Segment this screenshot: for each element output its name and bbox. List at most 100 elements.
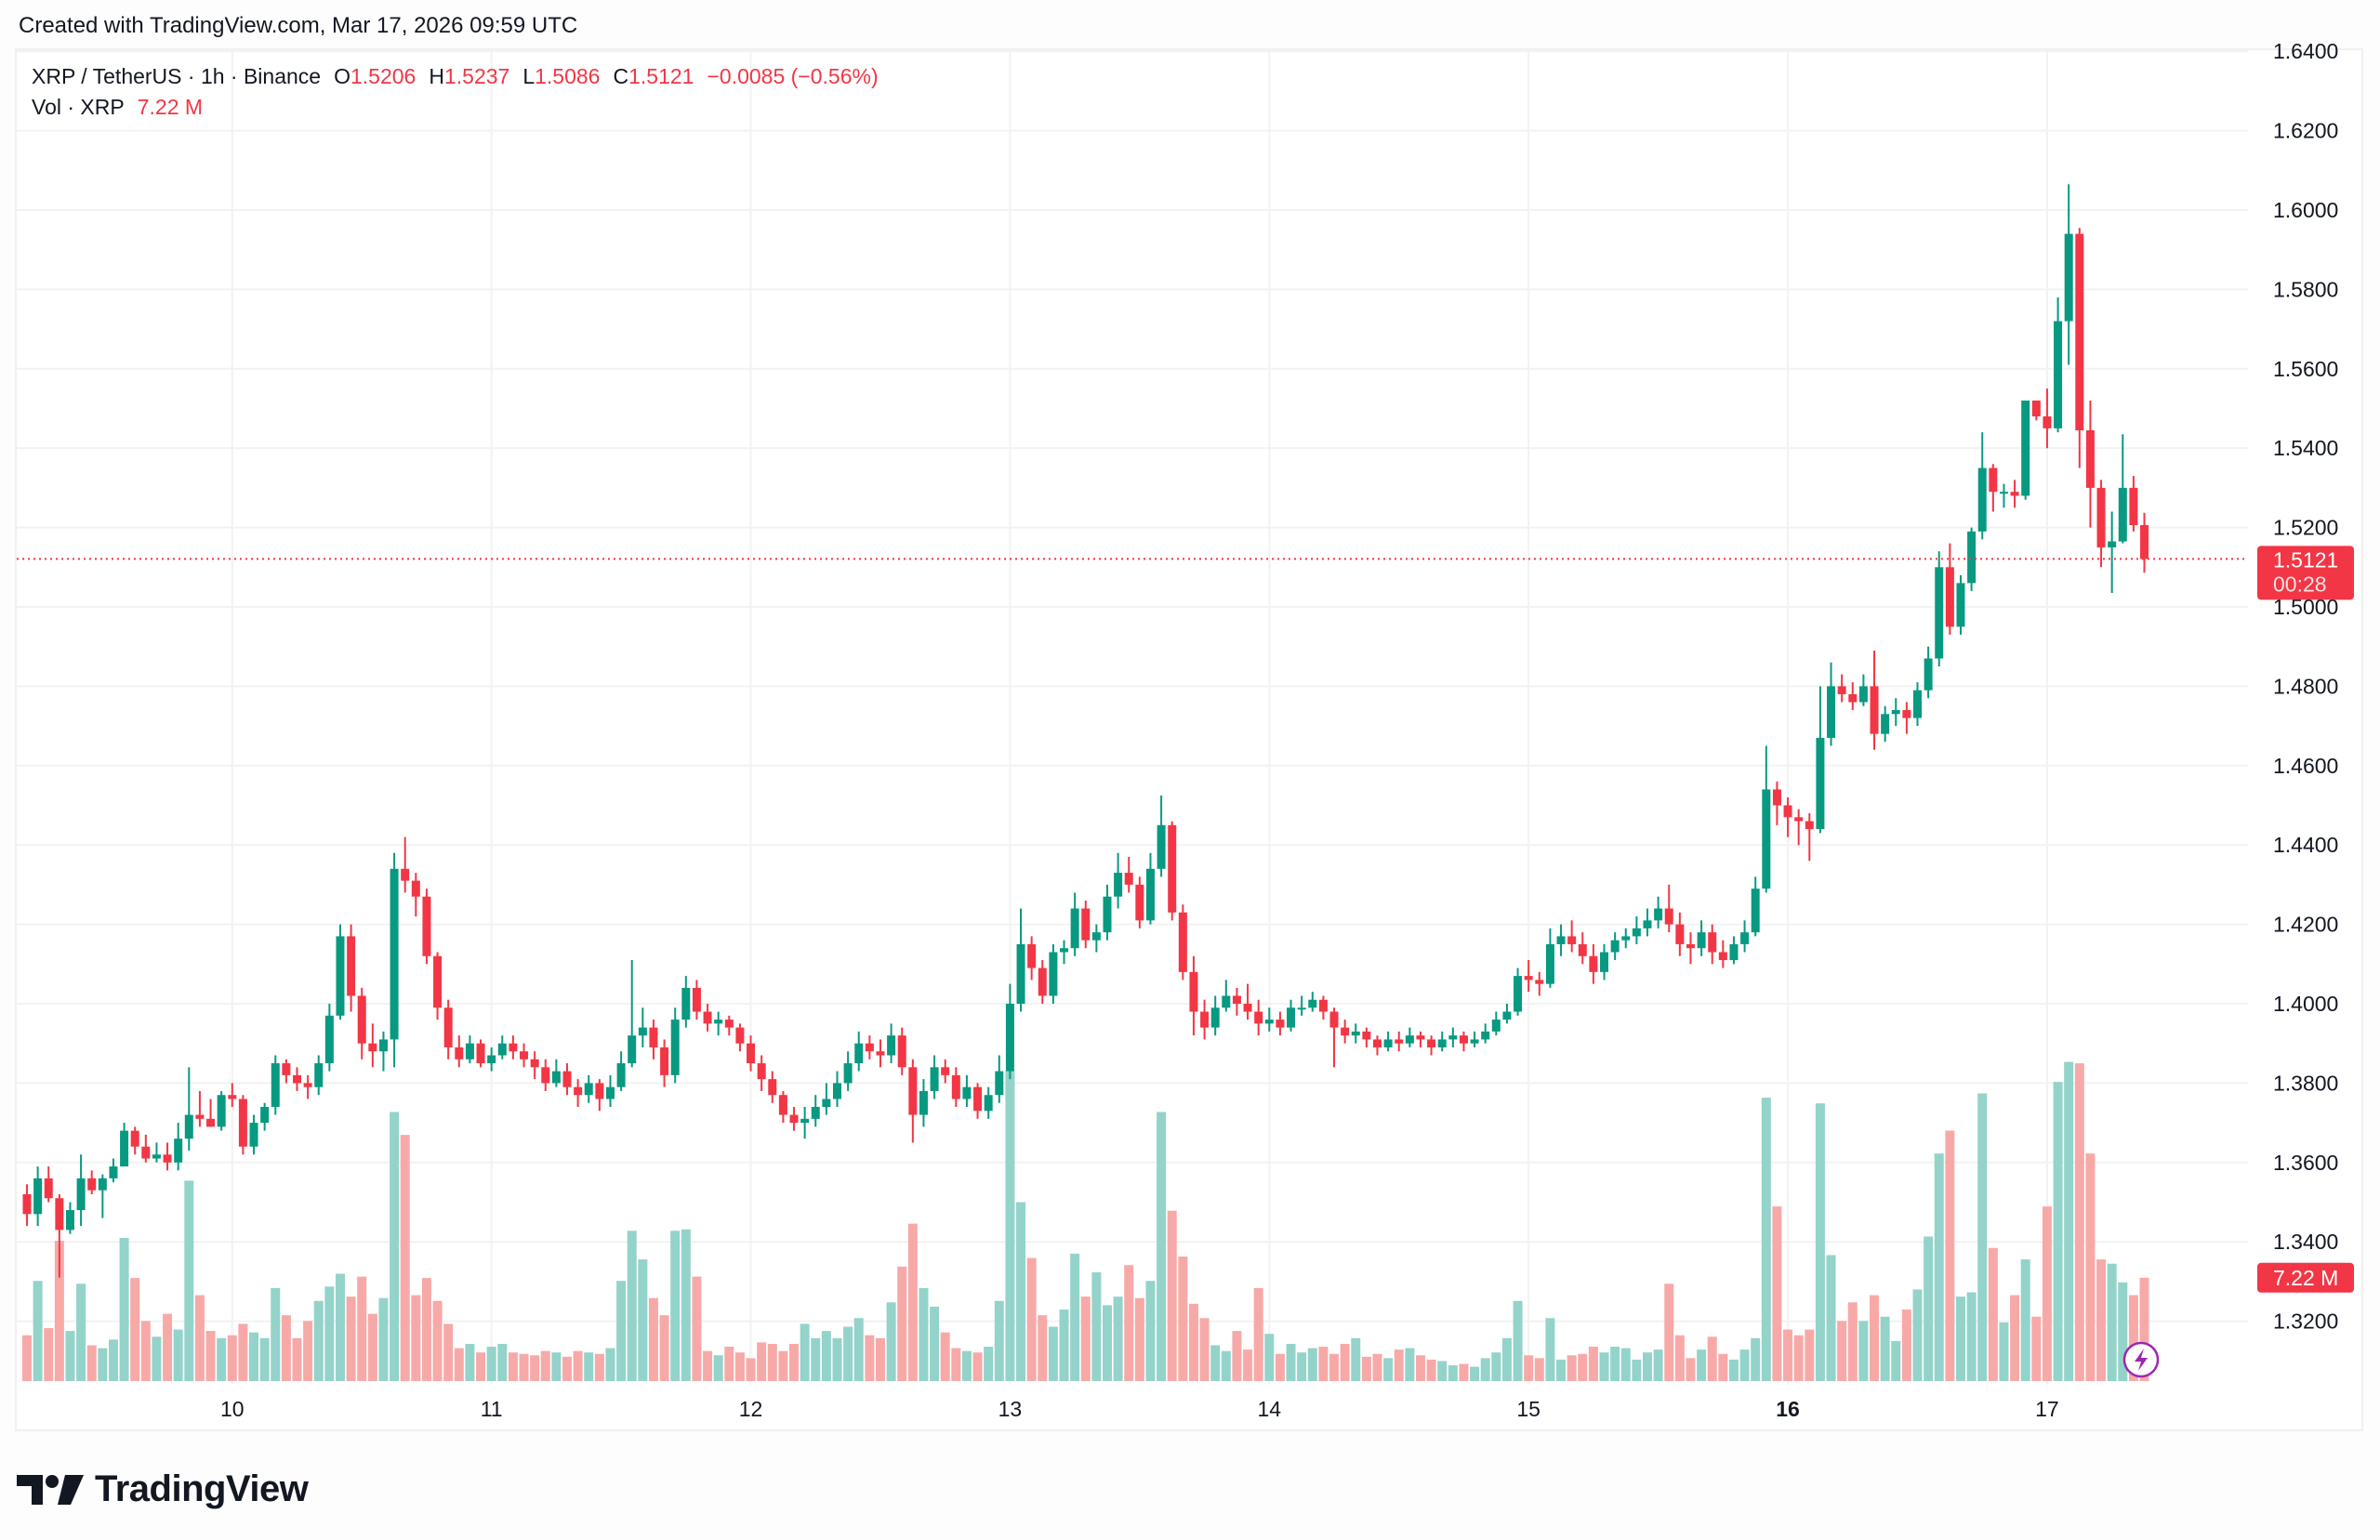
candle-body [1287,1007,1296,1028]
volume-bar [1318,1347,1329,1381]
candle [1135,876,1144,928]
candle-body [238,1099,247,1147]
volume-bar [2020,1259,2030,1381]
volume-bar [2074,1063,2084,1381]
volume-bar [497,1343,508,1381]
candle [1762,745,1771,893]
candle [778,1090,787,1124]
legend-volume-label[interactable]: Vol · XRP [32,95,125,119]
candle [941,1059,950,1084]
candle [1341,1020,1350,1044]
candle-body [1794,817,1804,822]
volume-bar [1243,1349,1253,1381]
candle-body [1168,824,1177,913]
created-with-caption: Created with TradingView.com, Mar 17, 20… [19,13,578,38]
candle-body [120,1130,129,1167]
price-axis-label: 1.6400 [2273,39,2338,63]
price-axis-label: 1.4800 [2273,674,2338,698]
candle-body [1514,976,1523,1012]
candle [1697,920,1706,956]
candle-body [692,987,701,1012]
candle-body [1157,824,1166,869]
candle [303,1074,312,1099]
legend-symbol[interactable]: XRP / TetherUS · 1h · Binance [32,64,322,88]
volume-bar [1870,1295,1880,1381]
candle [497,1035,507,1060]
volume-bar [281,1315,291,1381]
candle-body [1459,1035,1468,1044]
candle [1222,980,1231,1012]
candle [865,1035,874,1060]
candle-body [1373,1039,1382,1047]
volume-bar [1999,1322,2009,1381]
candle-body [605,1086,615,1099]
volume-bar [205,1331,216,1381]
candle [1610,932,1620,961]
volume-bar [778,1350,788,1381]
candle-body [217,1095,226,1127]
volume-bar [594,1353,604,1381]
volume-bar [972,1352,983,1381]
volume-bar [540,1350,550,1381]
candle-body [2021,400,2030,496]
legend-change: −0.0085 (−0.56%) [707,64,879,88]
candle [995,1055,1004,1103]
candle-body [843,1063,853,1084]
candle-body [98,1178,107,1191]
candle-body [595,1083,604,1099]
candle [595,1079,604,1112]
candle-body [1091,932,1101,941]
volume-bar [1480,1358,1490,1381]
candle-body [951,1074,960,1099]
legend-volume-value: 7.22 M [137,95,204,119]
candle-body [1308,999,1317,1008]
candle [476,1039,485,1068]
candle [681,976,691,1028]
tradingview-logo[interactable]: TradingView [17,1468,309,1510]
volume-bar [432,1300,443,1381]
volume-bar [1588,1347,1598,1381]
candle-body [1664,908,1673,925]
volume-bar [2010,1295,2020,1381]
volume-bar [1847,1302,1858,1381]
volume-bar [1448,1365,1458,1381]
candle [1881,705,1890,743]
candle-body [1675,924,1685,944]
candle [195,1090,205,1127]
candle-body [984,1095,993,1112]
candle-body [747,1043,756,1064]
volume-bar [1632,1359,1642,1381]
volume-bar [1653,1349,1663,1381]
candle [1729,936,1739,965]
candle [87,1170,97,1194]
lightning-icon[interactable] [2122,1341,2160,1378]
candle [1967,527,1977,591]
volume-bar [1059,1310,1069,1381]
volume-bar [65,1331,75,1381]
candle-body [282,1063,291,1075]
candle [1243,983,1252,1020]
candle [822,1083,831,1115]
candle-body [1070,908,1079,949]
candle-body [314,1063,324,1087]
volume-bar [961,1350,972,1381]
candle [811,1095,820,1127]
volume-bar [853,1318,864,1381]
price-axis: 1.6400 1.6200 1.6000 1.5800 1.5600 1.5400 1.52… [2273,39,2338,1333]
candle [2118,434,2127,544]
candle [2021,400,2030,500]
candle [714,1011,723,1036]
candle [1686,932,1695,965]
volume-bar [551,1352,562,1381]
candle-body [876,1051,885,1056]
candle [249,1114,258,1155]
candle [357,987,366,1060]
volume-bar [324,1286,335,1381]
candle [660,1039,669,1087]
volume-bar [1891,1340,1901,1381]
volume-bar [530,1355,540,1381]
candle-body [1945,567,1954,627]
candle [1567,920,1577,953]
last-price-badge [2257,546,2354,600]
